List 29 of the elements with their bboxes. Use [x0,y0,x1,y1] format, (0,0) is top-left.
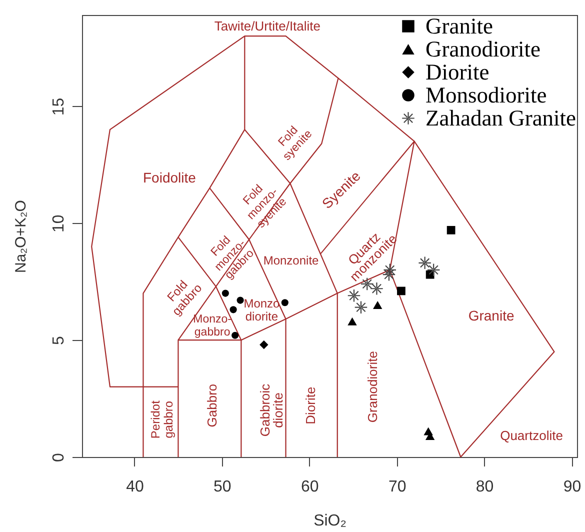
x-tick-label: 90 [563,478,582,496]
annotation: Granodiorite [365,351,380,423]
annotation: Monzo diorite [244,296,280,324]
legend-label: Zahadan Granite [426,105,576,130]
annotation: Diorite [303,386,318,424]
legend-label: Granodiorite [426,36,540,62]
y-axis-title: Na₂O+K₂O [12,200,30,273]
annotation: Monzo- gabbro [193,314,232,339]
x-tick-label: 50 [214,478,232,496]
annotation: Tawite/Urtite/Italite [214,18,321,34]
annotation: Granite [468,308,514,324]
annotation: Monzonite [263,254,320,268]
annotation: Gabbroic diorite [258,383,286,437]
y-tick-label: 0 [50,452,68,462]
annotation: Quartzolite [500,428,563,443]
legend-label: Diorite [426,59,490,84]
x-tick-label: 40 [126,478,144,496]
x-tick-label: 60 [300,478,319,496]
y-tick-label: 10 [50,214,68,233]
legend-label: Monsodiorite [426,82,547,108]
y-tick-label: 15 [50,98,68,116]
annotation: Peridot gabbro [148,400,176,439]
annotation: Foidolite [142,170,196,186]
annotation: Gabbro [204,384,220,428]
x-axis-title: SiO₂ [314,512,346,530]
x-tick-label: 80 [476,478,494,496]
y-tick-label: 5 [50,336,68,346]
x-tick-label: 70 [388,478,406,496]
legend-label: Granite [426,13,493,38]
